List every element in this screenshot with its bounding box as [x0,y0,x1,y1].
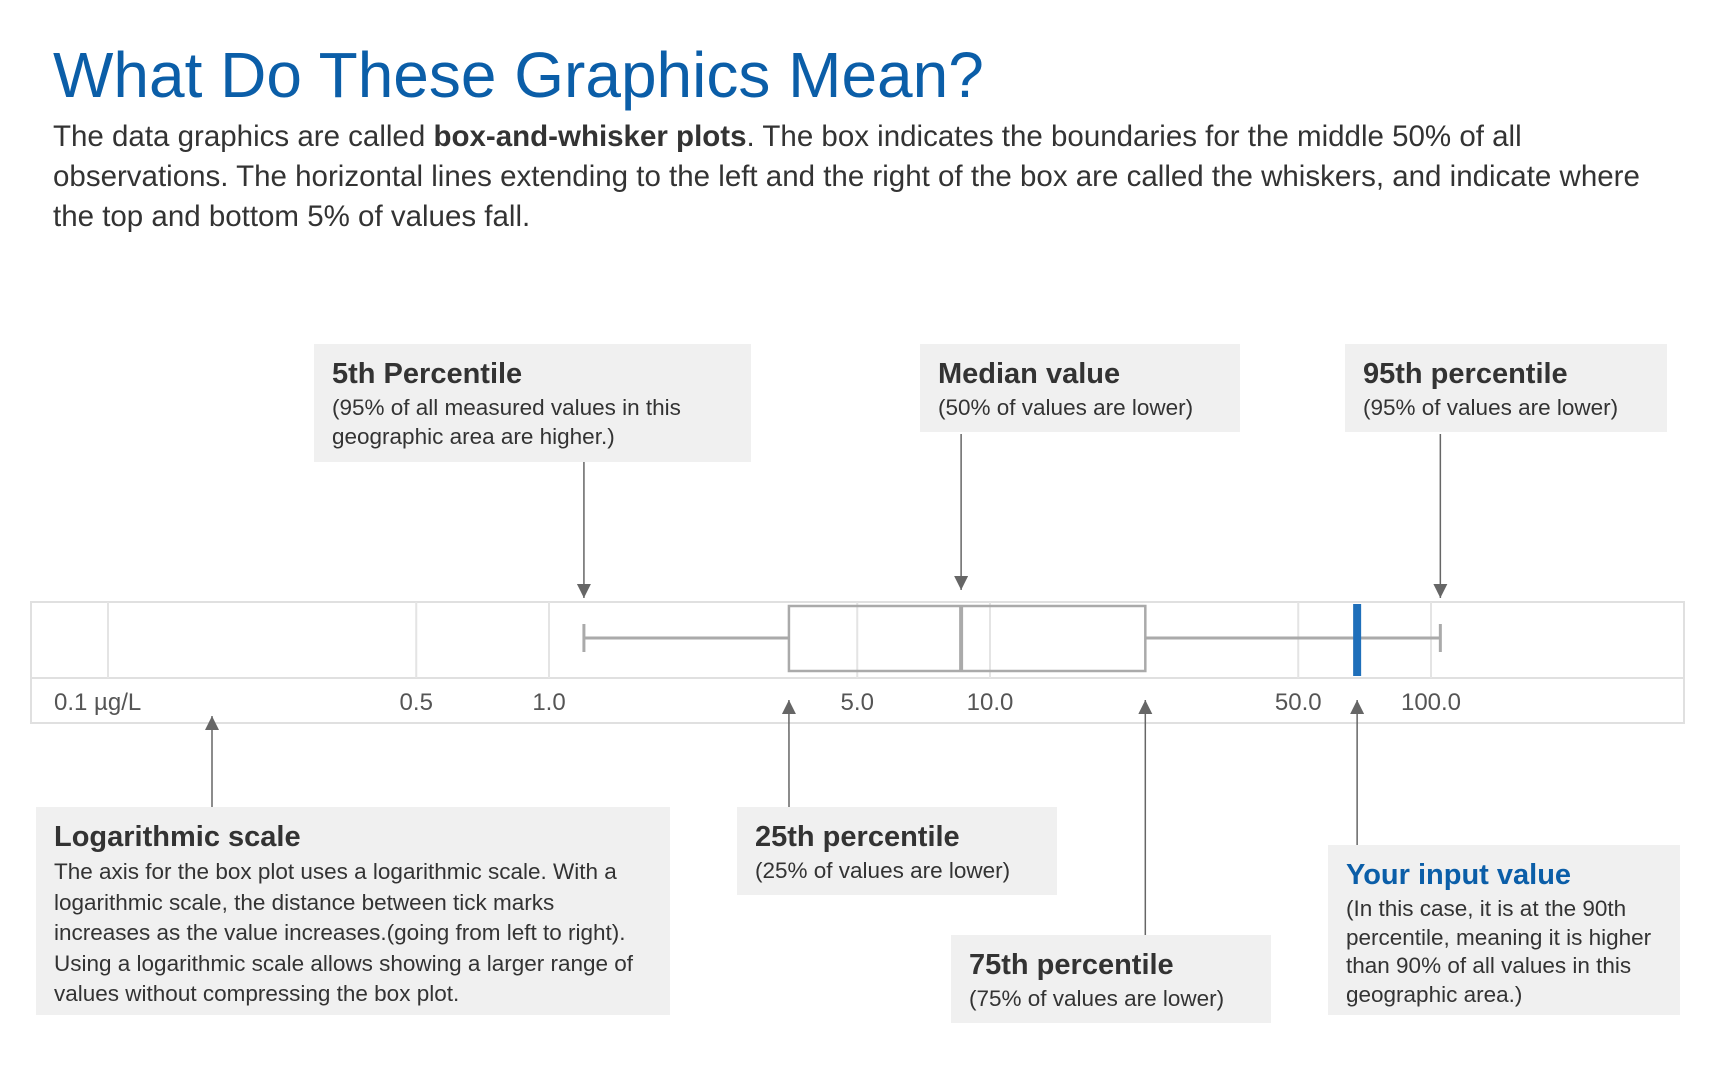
callout-p95-title: 95th percentile [1363,358,1568,390]
tick-label: 5.0 [841,689,874,716]
callout-p25-title: 25th percentile [755,821,960,853]
intro-text-start: The data graphics are called [53,120,434,153]
tick-label: 50.0 [1275,689,1322,716]
callout-p75-title: 75th percentile [969,949,1174,981]
callout-p75-desc: (75% of values are lower) [969,986,1225,1011]
callout-p5-desc: (95% of all measured values in this geog… [332,395,681,449]
callout-p95-desc: (95% of values are lower) [1363,395,1619,420]
tick-label: 0.5 [400,689,433,716]
intro-bold-term: box-and-whisker plots [433,120,747,153]
tick-label: 0.1 µg/L [54,689,141,716]
tick-label: 10.0 [967,689,1014,716]
callout-log-scale: Logarithmic scale The axis for the box p… [36,807,670,1015]
callout-median: Median value (50% of values are lower) [920,344,1240,432]
box-plot [582,604,1442,676]
tick-labels: 0.1 µg/L 0.5 1.0 5.0 10.0 50.0 100.0 [54,689,1461,716]
callout-p95: 95th percentile (95% of values are lower… [1345,344,1667,432]
tick-label: 100.0 [1401,689,1461,716]
callout-input-value: Your input value (In this case, it is at… [1328,845,1680,1015]
callout-log-desc: The axis for the box plot uses a logarit… [54,859,634,1006]
callout-p5-title: 5th Percentile [332,358,523,390]
callout-log-title: Logarithmic scale [54,821,301,853]
page-title: What Do These Graphics Mean? [53,39,984,111]
grid-lines [107,602,1432,678]
iqr-box [787,604,1147,673]
intro-paragraph: The data graphics are called box-and-whi… [53,117,1653,237]
callout-arrows [205,434,1448,935]
tick-label: 1.0 [532,689,565,716]
callout-median-desc: (50% of values are lower) [938,395,1194,420]
callout-input-desc: (In this case, it is at the 90th percent… [1346,896,1652,1007]
intro-text-end: . The box indicates the boundaries for t… [53,120,1640,233]
callout-input-title: Your input value [1346,859,1572,891]
callout-p25-desc: (25% of values are lower) [755,858,1011,883]
callout-p75: 75th percentile (75% of values are lower… [951,935,1271,1023]
callout-median-title: Median value [938,358,1121,390]
callout-p5: 5th Percentile (95% of all measured valu… [314,344,751,462]
callout-p25: 25th percentile (25% of values are lower… [737,807,1057,895]
